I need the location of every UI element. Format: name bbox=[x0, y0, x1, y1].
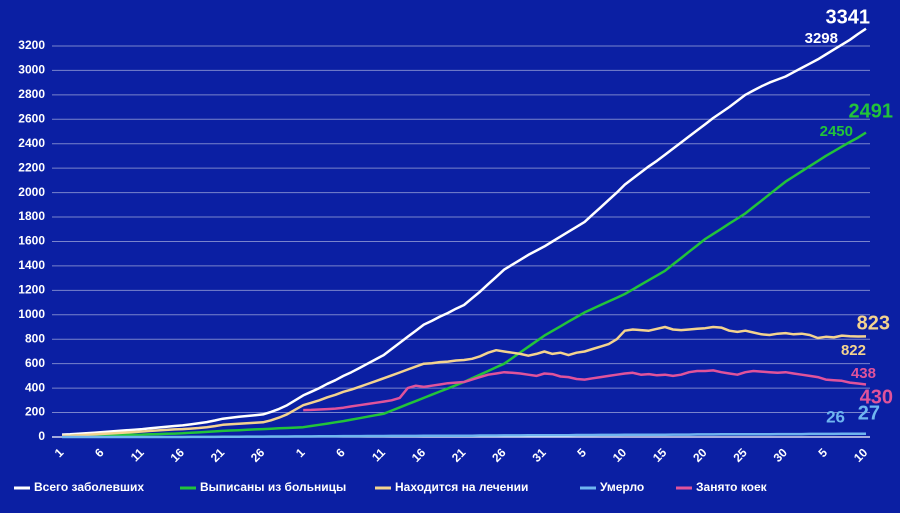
y-tick-label: 2800 bbox=[18, 87, 45, 101]
x-tick-label: 1 bbox=[52, 445, 67, 460]
legend-label: Всего заболевших bbox=[34, 480, 144, 494]
legend-label: Умерло bbox=[600, 480, 644, 494]
y-tick-label: 200 bbox=[25, 405, 45, 419]
series-line bbox=[62, 432, 867, 439]
x-tick-label: 26 bbox=[489, 445, 509, 465]
value-label: 823 bbox=[857, 312, 890, 334]
y-tick-label: 2600 bbox=[18, 111, 45, 125]
y-tick-label: 1200 bbox=[18, 283, 45, 297]
y-tick-label: 400 bbox=[25, 380, 45, 394]
value-label: 822 bbox=[841, 342, 866, 359]
value-label: 2450 bbox=[820, 123, 853, 140]
x-tick-label: 10 bbox=[610, 445, 630, 465]
x-tick-label: 6 bbox=[92, 445, 107, 460]
x-tick-label: 15 bbox=[650, 445, 670, 465]
x-tick-label: 16 bbox=[168, 445, 188, 465]
x-tick-label: 31 bbox=[529, 445, 549, 465]
y-tick-label: 800 bbox=[25, 331, 45, 345]
x-tick-label: 11 bbox=[128, 445, 147, 464]
y-tick-label: 1400 bbox=[18, 258, 45, 272]
value-label: 2491 bbox=[849, 100, 894, 122]
value-label: 438 bbox=[851, 365, 876, 382]
y-tick-label: 2000 bbox=[18, 185, 45, 199]
value-label: 430 bbox=[860, 386, 893, 408]
y-tick-label: 1600 bbox=[18, 234, 45, 248]
y-tick-label: 3200 bbox=[18, 38, 45, 52]
series-line bbox=[303, 369, 867, 412]
x-tick-label: 30 bbox=[771, 445, 791, 465]
value-label: 3341 bbox=[826, 6, 871, 28]
x-tick-label: 26 bbox=[248, 445, 268, 465]
legend-label: Находится на лечении bbox=[395, 480, 528, 494]
series-line bbox=[61, 131, 867, 438]
x-tick-label: 16 bbox=[409, 445, 429, 465]
y-tick-label: 600 bbox=[25, 356, 45, 370]
x-tick-label: 25 bbox=[730, 445, 750, 465]
legend-label: Занято коек bbox=[696, 480, 768, 494]
value-label: 27 bbox=[858, 402, 880, 424]
y-tick-label: 3000 bbox=[18, 63, 45, 77]
y-tick-label: 2200 bbox=[18, 160, 45, 174]
value-label: 3298 bbox=[805, 30, 838, 47]
series-line bbox=[61, 27, 867, 436]
x-tick-label: 21 bbox=[449, 445, 469, 465]
y-tick-label: 1000 bbox=[18, 307, 45, 321]
x-tick-label: 21 bbox=[208, 445, 228, 465]
y-tick-label: 1800 bbox=[18, 209, 45, 223]
x-tick-label: 5 bbox=[574, 445, 589, 460]
y-tick-label: 2400 bbox=[18, 136, 45, 150]
x-tick-label: 20 bbox=[690, 445, 710, 465]
x-tick-label: 1 bbox=[293, 445, 308, 460]
value-label: 26 bbox=[826, 407, 845, 426]
x-tick-label: 11 bbox=[369, 445, 388, 464]
x-tick-label: 5 bbox=[816, 445, 831, 460]
x-tick-label: 6 bbox=[333, 445, 348, 460]
series-line bbox=[61, 325, 867, 438]
legend-label: Выписаны из больницы bbox=[200, 480, 346, 494]
y-tick-label: 0 bbox=[38, 429, 45, 443]
x-tick-label: 10 bbox=[851, 445, 871, 465]
